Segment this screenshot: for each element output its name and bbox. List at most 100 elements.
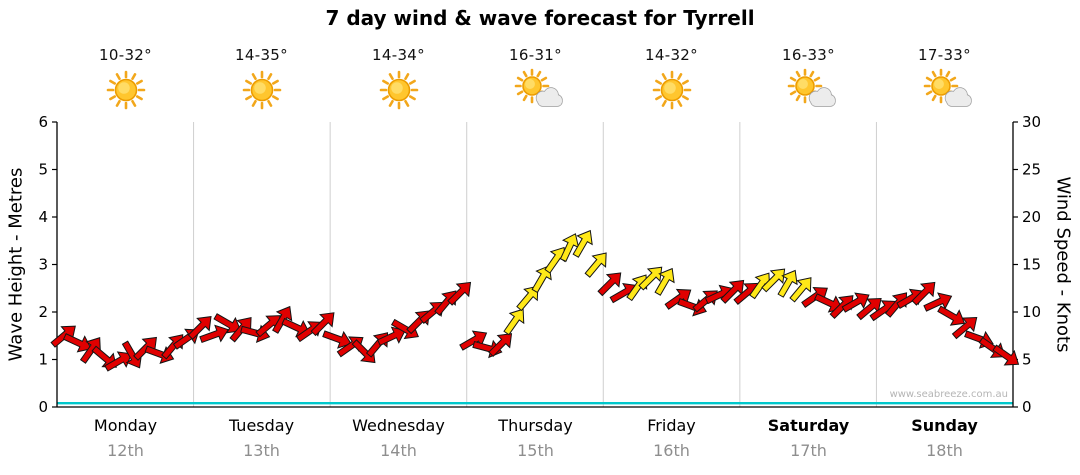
day-date: 15th [517, 441, 554, 460]
day-temp-range: 14-32° [645, 46, 698, 64]
wind-arrow [572, 229, 593, 258]
sun-ray [925, 90, 932, 96]
right-tick-label: 10 [1022, 303, 1041, 321]
day-temp-range: 16-31° [509, 46, 562, 64]
wind-arrow [559, 233, 580, 263]
sun-ray [388, 99, 394, 107]
wind-arrow [187, 316, 212, 340]
wind-arrow [322, 330, 352, 349]
sun-ray [795, 94, 801, 102]
right-tick-label: 15 [1022, 256, 1041, 274]
wind-arrow [789, 277, 812, 303]
wind-arrow [801, 286, 828, 308]
wind-arrow [376, 326, 406, 347]
left-tick-label: 6 [38, 113, 48, 131]
sun-ray [135, 79, 143, 85]
sun-ray [266, 99, 272, 107]
left-tick-label: 4 [38, 208, 48, 226]
wind-arrow [654, 267, 675, 296]
sun-ray [661, 73, 667, 81]
wind-arrow [79, 337, 101, 364]
sun-ray [108, 95, 116, 101]
day-date: 14th [380, 441, 417, 460]
sunny-icon [234, 66, 290, 116]
sun-highlight [390, 82, 403, 94]
wind-arrow [664, 288, 692, 310]
left-tick-label: 2 [38, 303, 48, 321]
day-column: 16-31° Thursday 15th [467, 0, 604, 475]
sun-ray [266, 73, 272, 81]
sun-ray [381, 79, 389, 85]
wind-arrow [229, 316, 252, 343]
wind-arrow [459, 330, 488, 351]
day-column: 17-33° Sunday 18th [876, 0, 1013, 475]
day-date: 16th [653, 441, 690, 460]
cloud [537, 97, 562, 106]
sunny-icon [98, 66, 154, 116]
sunny-icon [371, 66, 427, 116]
sun-ray [251, 73, 257, 81]
day-column: 14-35° Tuesday 13th [193, 0, 330, 475]
right-tick-label: 5 [1022, 351, 1032, 369]
sun-highlight [663, 82, 676, 94]
sun-ray [522, 94, 528, 102]
sunny-icon [644, 66, 700, 116]
sun-ray [813, 76, 820, 82]
wind-arrow [199, 324, 229, 344]
day-column: 10-32° Monday 12th [57, 0, 194, 475]
day-date: 17th [790, 441, 827, 460]
sun-ray [808, 70, 814, 78]
wind-arrow [62, 333, 92, 353]
sun-highlight [797, 79, 808, 89]
sun-ray [949, 76, 956, 82]
left-tick-label: 0 [38, 398, 48, 416]
wind-arrow [310, 312, 335, 337]
sun-ray [676, 99, 682, 107]
wind-arrow [597, 272, 622, 297]
right-tick-label: 20 [1022, 208, 1041, 226]
sun-ray [789, 76, 796, 82]
wind-arrow [50, 325, 76, 348]
sun-ray [676, 73, 682, 81]
partly-cloudy-icon [917, 66, 973, 116]
day-column: 14-34° Wednesday 14th [330, 0, 467, 475]
sun-ray [681, 95, 689, 101]
wind-arrow [104, 351, 133, 372]
day-name: Tuesday [228, 416, 295, 435]
sun-ray [271, 95, 279, 101]
wind-arrow [447, 281, 472, 306]
day-date: 18th [926, 441, 963, 460]
sun-ray [789, 90, 796, 96]
sun-ray [540, 76, 547, 82]
wind-arrow [488, 333, 513, 358]
sun-highlight [933, 79, 944, 89]
day-temp-range: 16-33° [782, 46, 835, 64]
watermark: www.seabreeze.com.au [889, 389, 1008, 400]
sun-ray [244, 79, 252, 85]
day-column: 16-33° Saturday 17th [740, 0, 877, 475]
partly-cloudy-icon [781, 66, 837, 116]
sun-ray [944, 70, 950, 78]
sun-ray [408, 79, 416, 85]
sun-ray [108, 79, 116, 85]
sun-ray [661, 99, 667, 107]
wind-arrow [777, 269, 798, 298]
day-column: 14-32° Friday 16th [603, 0, 740, 475]
wind-arrow [213, 313, 242, 334]
wind-arrow [923, 292, 953, 312]
chart-title: 7 day wind & wave forecast for Tyrrell [325, 6, 755, 30]
wind-arrow [951, 317, 978, 340]
sun-ray [681, 79, 689, 85]
partly-cloudy-icon [508, 66, 564, 116]
left-tick-label: 5 [38, 161, 48, 179]
sun-ray [654, 95, 662, 101]
sun-highlight [117, 82, 130, 94]
sun-ray [244, 95, 252, 101]
sun-ray [654, 79, 662, 85]
cloud [946, 97, 971, 106]
sun-ray [251, 99, 257, 107]
sun-ray [795, 70, 801, 78]
wind-arrow [720, 279, 745, 304]
sun-ray [408, 95, 416, 101]
wind-arrow [841, 292, 870, 313]
